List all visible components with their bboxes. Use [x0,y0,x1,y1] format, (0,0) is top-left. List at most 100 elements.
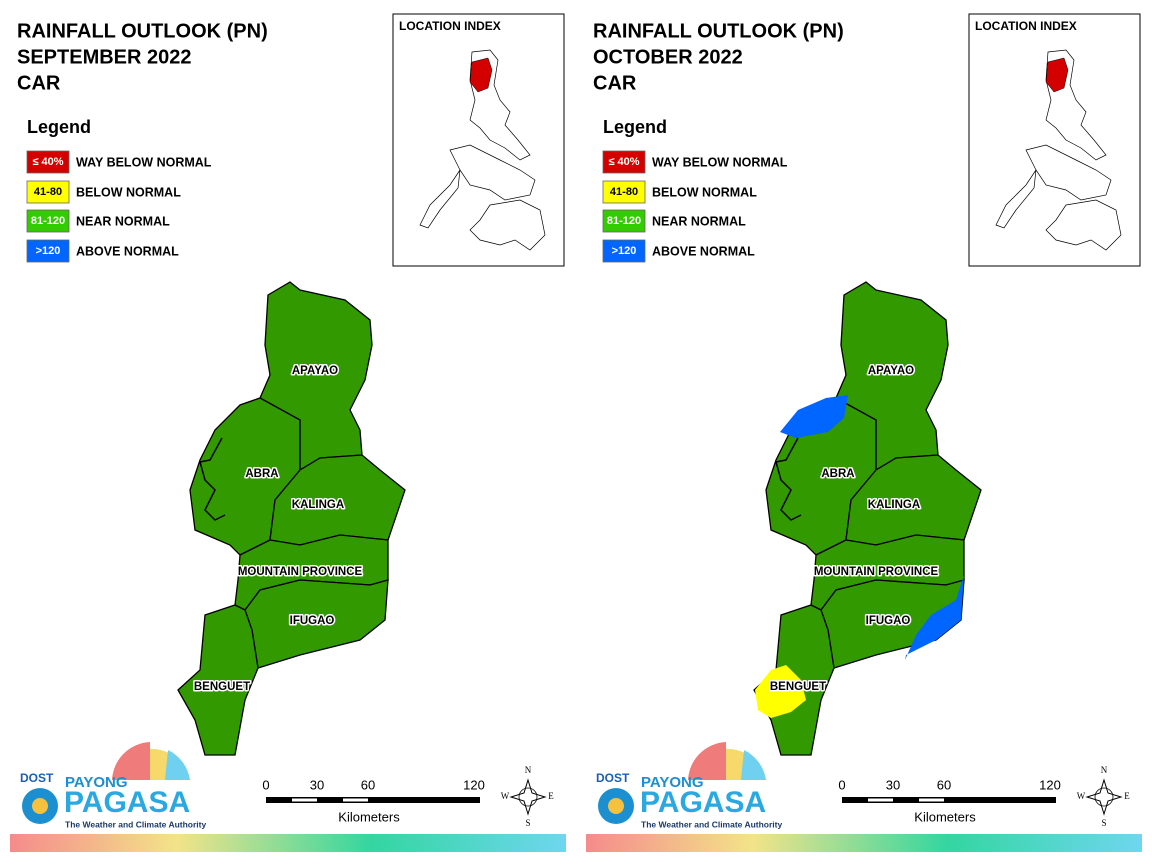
panel: RAINFALL OUTLOOK (PN) SEPTEMBER 2022 CAR Le… [10,13,566,852]
province-area [177,604,259,756]
province-label: BENGUET [194,681,250,693]
province-label: IFUGAO [290,615,335,627]
logo-tagline: The Weather and Climate Authority [641,819,782,829]
scale-label: 0 [838,777,845,792]
compass-letter: N [525,765,532,775]
compass-letter: W [501,791,510,801]
title-line: RAINFALL OUTLOOK (PN) [17,20,268,42]
color-band [10,834,566,852]
scale-label: 120 [463,777,485,792]
panel: RAINFALL OUTLOOK (PN) OCTOBER 2022 CAR Lege… [586,13,1142,852]
visayas-outline [1025,144,1112,201]
logo-agency: DOST [596,771,630,785]
province-label: MOUNTAIN PROVINCE [814,566,939,578]
scale-unit: Kilometers [338,809,400,824]
compass-letter: N [1101,765,1108,775]
scale-label: 60 [937,777,951,792]
compass-letter: W [1077,791,1086,801]
compass-rose [1085,778,1123,816]
legend-swatch-label: >120 [36,245,61,257]
legend-swatch-label: ≤ 40% [608,156,639,168]
title-line: RAINFALL OUTLOOK (PN) [593,20,844,42]
visayas-outline [449,144,536,201]
outlook-zone [780,395,848,438]
palawan-outline [419,169,461,229]
river-boundary [775,437,802,521]
legend-label: BELOW NORMAL [652,185,757,199]
legend-swatch-label: 41-80 [34,186,62,198]
color-band [586,834,1142,852]
river-boundary [199,437,226,521]
logo-brand: PAGASA [640,786,766,819]
scale-label: 30 [310,777,324,792]
umbrella-left [688,742,726,780]
compass-letter: S [1101,818,1106,828]
province-label: KALINGA [868,499,920,511]
mindanao-outline [469,199,546,251]
scale-bar-segment [919,798,944,802]
umbrella-left [112,742,150,780]
compass-letter: S [525,818,530,828]
legend-swatch [602,180,646,204]
legend-label: WAY BELOW NORMAL [652,155,788,169]
legend-swatch-label: 81-120 [607,215,641,227]
legend-label: NEAR NORMAL [76,214,170,228]
legend-swatch-label: 81-120 [31,215,65,227]
title-line: CAR [17,72,61,94]
legend-swatch [602,209,646,233]
logo-tagline: The Weather and Climate Authority [65,819,206,829]
legend-swatch [26,239,70,263]
province-label: ABRA [821,468,854,480]
scale-label: 0 [262,777,269,792]
scale-label: 30 [886,777,900,792]
legend-swatch-label: >120 [612,245,637,257]
province-label: ABRA [245,468,278,480]
title-line: OCTOBER 2022 [593,46,743,68]
legend-label: ABOVE NORMAL [76,244,179,258]
scale-bar [842,797,1056,803]
legend-label: BELOW NORMAL [76,185,181,199]
car-highlight [1045,57,1069,93]
legend-swatch [26,180,70,204]
title-line: CAR [593,72,637,94]
legend-swatch-label: ≤ 40% [32,156,63,168]
legend-label: NEAR NORMAL [652,214,746,228]
legend-swatch [602,150,646,174]
umbrella-right [165,750,190,780]
location-index-label: LOCATION INDEX [399,19,501,33]
logo-agency: DOST [20,771,54,785]
province-area [259,281,373,472]
scale-bar-segment [292,798,317,802]
mindanao-outline [1045,199,1122,251]
legend-label: WAY BELOW NORMAL [76,155,212,169]
logo-brand-top: PAYONG [65,774,128,791]
scale-unit: Kilometers [914,809,976,824]
province-label: IFUGAO [866,615,911,627]
logo-brand: PAGASA [64,786,190,819]
province-label: APAYAO [868,365,914,377]
logo-brand-top: PAYONG [641,774,704,791]
location-index-label: LOCATION INDEX [975,19,1077,33]
legend-swatch [602,239,646,263]
scale-label: 120 [1039,777,1061,792]
legend-swatch [26,209,70,233]
compass-ring [518,787,538,807]
compass-rose [509,778,547,816]
compass-letter: E [1124,791,1130,801]
title-line: SEPTEMBER 2022 [17,46,192,68]
logo-mark-inner [32,798,48,814]
legend-swatch-label: 41-80 [610,186,638,198]
palawan-outline [995,169,1037,229]
scale-label: 60 [361,777,375,792]
province-area [835,281,949,472]
scale-bar [266,797,480,803]
outlook-zone [755,665,806,718]
province-label: KALINGA [292,499,344,511]
legend-label: ABOVE NORMAL [652,244,755,258]
scale-bar-segment [868,798,893,802]
legend-title: Legend [27,117,91,137]
legend-swatch [26,150,70,174]
outlook-zone [905,575,964,660]
